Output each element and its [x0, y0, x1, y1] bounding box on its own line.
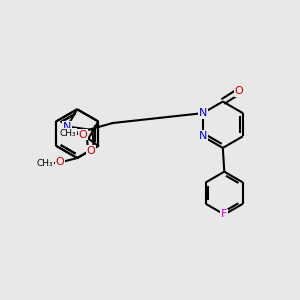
- Text: CH₃: CH₃: [37, 160, 53, 169]
- Text: O: O: [87, 146, 95, 156]
- Text: O: O: [79, 130, 87, 140]
- Text: N: N: [199, 108, 207, 118]
- Text: O: O: [235, 86, 244, 96]
- Text: F: F: [221, 209, 227, 220]
- Text: CH₃: CH₃: [60, 129, 76, 138]
- Text: O: O: [56, 158, 64, 167]
- Text: N: N: [199, 131, 207, 141]
- Text: N: N: [63, 122, 71, 132]
